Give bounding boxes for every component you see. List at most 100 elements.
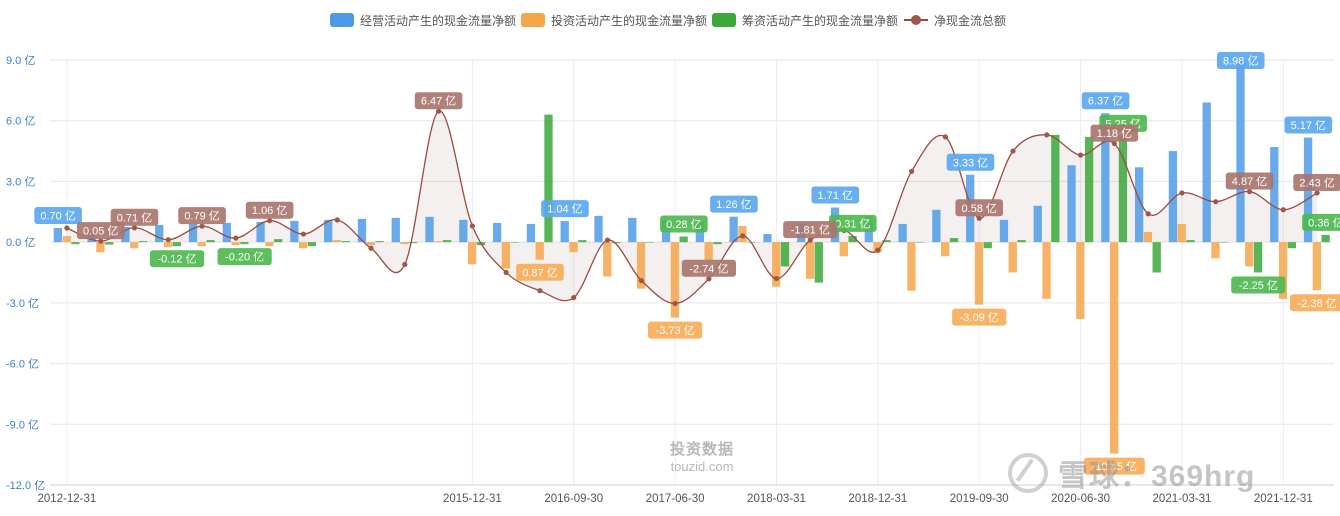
legend-item-financing[interactable]: 筹资活动产生的现金流量净额: [712, 9, 898, 31]
y-tick-label: -6.0 亿: [6, 358, 39, 371]
data-label-bg: [245, 201, 294, 219]
bar-financing: [645, 242, 654, 243]
data-label-text: -10.45 亿: [1092, 460, 1137, 473]
xueqiu-logo-icon: [1008, 453, 1048, 493]
x-tick-label: 2016-09-30: [544, 493, 603, 505]
bar-investing: [569, 242, 578, 253]
data-label-bg: [1293, 173, 1340, 191]
bar-investing: [130, 242, 139, 249]
bar-operating: [932, 209, 941, 243]
bar-investing: [332, 240, 342, 243]
bar-financing: [409, 242, 418, 244]
legend-item-investing[interactable]: 投资活动产生的现金流量净额: [521, 9, 707, 31]
bar-operating: [188, 223, 198, 243]
bar-financing: [1017, 240, 1026, 243]
net-cash-point: [1246, 188, 1253, 195]
bar-investing: [636, 242, 646, 289]
net-cash-point: [334, 217, 340, 223]
bar-financing: [713, 242, 722, 245]
bar-investing: [1109, 242, 1119, 454]
data-label-text: 0.79 亿: [184, 210, 219, 223]
data-label-text: 6.37 亿: [1088, 95, 1123, 108]
data-label-bg: [829, 214, 877, 232]
bar-investing: [1177, 223, 1186, 243]
data-label: -0.20 亿: [217, 248, 272, 266]
data-label-bg: [110, 208, 159, 226]
data-label-text: 4.87 亿: [1232, 175, 1267, 188]
data-label: 0.28 亿: [660, 215, 708, 233]
bar-financing: [578, 240, 587, 243]
bar-financing: [983, 242, 992, 249]
net-cash-point: [267, 218, 273, 224]
bar-operating: [1067, 165, 1076, 243]
data-label-bg: [710, 195, 758, 213]
data-label-text: -0.12 亿: [157, 253, 196, 266]
data-label-bg: [178, 207, 226, 225]
bar-operating: [1270, 147, 1279, 243]
legend-swatch-net-cash: [904, 13, 928, 27]
bar-investing: [434, 241, 443, 243]
net-cash-point: [1111, 140, 1117, 147]
bar-investing: [231, 242, 240, 246]
bar-financing: [1152, 242, 1161, 273]
axis-layer: 9.0 亿 6.0 亿 3.0 亿 0.0 亿 -3.0 亿 -6.0 亿 -9.0 亿 -1…: [6, 54, 1334, 505]
bar-investing: [907, 242, 916, 291]
bar-financing: [172, 242, 181, 247]
net-cash-point: [233, 235, 239, 241]
bar-financing: [916, 242, 925, 243]
data-label: -10.45 亿: [1083, 457, 1145, 475]
bar-operating: [1033, 205, 1042, 243]
bar-investing: [96, 242, 105, 253]
bar-operating: [121, 226, 130, 243]
bar-investing: [501, 242, 511, 269]
watermark-xueqiu: 雪球：369hrg: [1008, 448, 1255, 498]
y-tick-label: 6.0 亿: [6, 115, 35, 128]
data-label-text: -2.38 亿: [1298, 297, 1337, 310]
bar-operating: [425, 216, 434, 243]
data-label-text: 1.06 亿: [252, 204, 287, 217]
bar-operating: [729, 216, 738, 243]
bar-operating: [1101, 113, 1110, 243]
net-cash-point: [807, 237, 813, 243]
bar-operating: [628, 217, 637, 243]
net-cash-point: [469, 223, 475, 229]
bar-investing: [62, 236, 71, 243]
watermark-touzid-url: touzid.com: [670, 459, 734, 474]
x-tick-label: 2018-03-31: [747, 493, 806, 505]
data-label: -2.25 亿: [1231, 276, 1286, 294]
bar-financing: [679, 236, 688, 243]
bar-operating: [222, 222, 231, 243]
legend-swatch-financing: [712, 13, 736, 27]
bar-operating: [1202, 102, 1211, 243]
data-label-text: 0.58 亿: [961, 202, 996, 215]
data-label-bg: [1216, 52, 1265, 69]
bar-operating: [1168, 151, 1178, 243]
bar-financing: [1321, 234, 1330, 243]
bar-financing: [949, 238, 959, 243]
data-label: 0.71 亿: [110, 208, 159, 226]
data-label: 0.87 亿: [516, 263, 564, 281]
y-tick-label: -3.0 亿: [6, 297, 39, 310]
data-label-text: -2.74 亿: [689, 262, 728, 275]
data-label: 3.33 亿: [946, 153, 995, 171]
bar-financing: [1287, 242, 1296, 249]
net-cash-point: [98, 238, 104, 244]
net-cash-point: [435, 108, 442, 114]
data-label-bg: [660, 215, 708, 233]
legend-swatch-investing: [521, 13, 545, 27]
data-label-text: 0.87 亿: [522, 266, 557, 279]
bar-investing: [873, 242, 882, 253]
bar-operating: [53, 227, 63, 243]
legend-item-operating[interactable]: 经营活动产生的现金流量净额: [330, 9, 516, 31]
data-label: 0.36 亿: [1302, 213, 1340, 231]
bar-financing: [375, 241, 384, 243]
bar-financing: [1186, 240, 1195, 243]
bar-investing: [772, 242, 781, 287]
legend-label-financing: 筹资活动产生的现金流量净额: [742, 13, 899, 28]
data-label-text: 3.33 亿: [953, 156, 988, 169]
net-cash-point: [199, 223, 205, 229]
bar-investing: [400, 242, 409, 245]
y-tick-label: -12.0 亿: [6, 479, 45, 492]
net-cash-point: [503, 269, 509, 276]
legend-item-net-cash[interactable]: 净现金流总额: [904, 9, 1006, 31]
